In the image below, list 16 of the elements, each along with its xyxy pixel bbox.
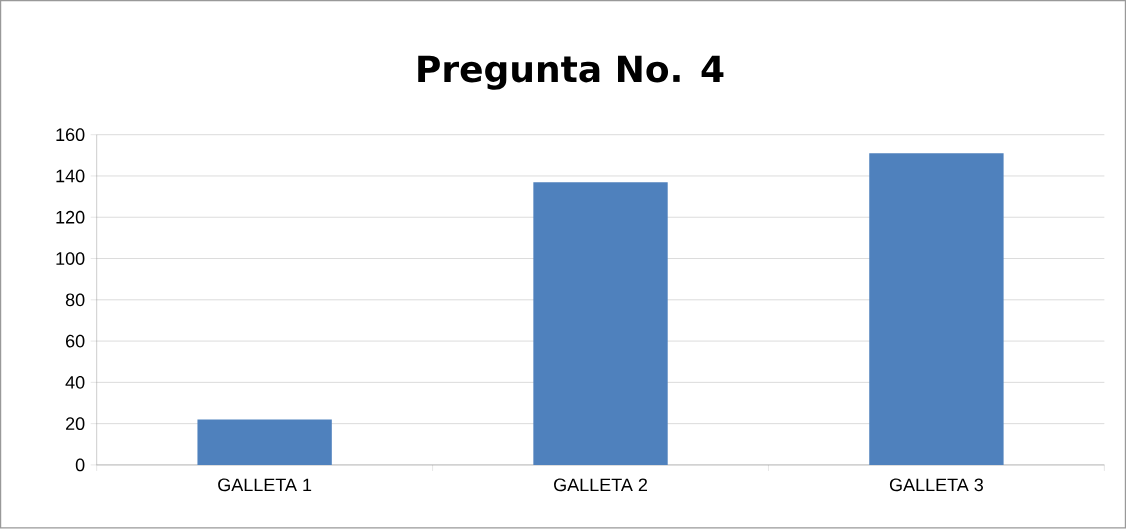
x-tick-label: GALLETA 3 — [889, 478, 984, 492]
y-tick-label: 20 — [66, 417, 85, 431]
chart-title: Pregunta No. 4 — [418, 55, 724, 90]
x-tick-label: GALLETA 1 — [218, 478, 312, 492]
y-tick-label: 0 — [75, 458, 85, 472]
y-tick-label: 160 — [56, 128, 85, 142]
y-tick-label: 60 — [66, 334, 85, 348]
y-tick-label: 100 — [56, 252, 85, 266]
bar — [869, 153, 1004, 466]
bar — [197, 419, 332, 466]
y-tick-label: 80 — [65, 293, 85, 307]
y-tick-label: 120 — [56, 211, 85, 224]
x-tick-label: GALLETA 2 — [554, 478, 647, 492]
y-tick-label: 40 — [65, 376, 85, 389]
bar — [533, 182, 668, 466]
y-tick-label: 140 — [56, 169, 85, 183]
